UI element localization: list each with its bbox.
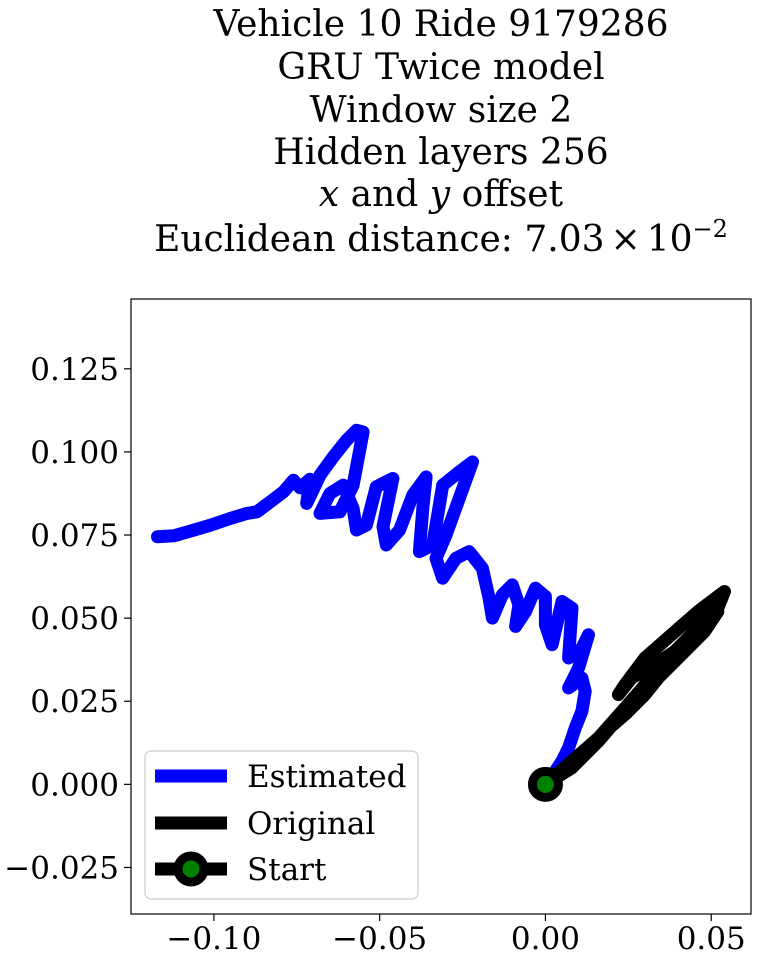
title-distance-base: 10 (647, 219, 693, 260)
x-tick-label: 0.05 (677, 921, 746, 957)
legend-start-label: Start (247, 852, 327, 888)
title-and: and (339, 174, 430, 215)
x-tick-label: 0.00 (511, 921, 580, 957)
legend: Estimated Original Start (144, 750, 419, 900)
title-x-symbol: x (319, 174, 339, 215)
y-tick-label: 0.100 (30, 435, 119, 471)
x-axis: −0.10 −0.05 0.00 0.05 (166, 914, 746, 957)
title-distance-exponent: −2 (693, 215, 728, 243)
y-tick-label: 0.025 (30, 684, 119, 720)
title-line-6: Euclidean distance: 7.03 × 10−2 (154, 215, 728, 260)
title-distance-prefix: Euclidean distance: (154, 219, 524, 260)
x-tick-label: −0.05 (332, 921, 427, 957)
title-distance-mantissa: 7.03 (524, 219, 604, 260)
chart-title: Vehicle 10 Ride 9179286 GRU Twice model … (154, 4, 728, 260)
legend-start-marker (173, 851, 209, 887)
title-offset: offset (450, 174, 563, 215)
y-tick-label: 0.000 (30, 767, 119, 803)
title-line-2: GRU Twice model (277, 47, 604, 88)
legend-original-label: Original (247, 806, 375, 842)
legend-box (144, 750, 419, 900)
axes-frame (130, 298, 752, 915)
title-line-5: x and y offset (319, 174, 564, 215)
series-estimated-line (151, 423, 595, 791)
title-y-symbol: y (428, 174, 451, 215)
plot-area (151, 423, 731, 802)
y-axis: −0.025 0.000 0.025 0.050 0.075 0.100 0.125 (4, 352, 131, 886)
x-tick-label: −0.10 (166, 921, 261, 957)
series-original-line (538, 585, 731, 791)
y-tick-label: 0.075 (30, 518, 119, 554)
title-line-3: Window size 2 (310, 90, 573, 131)
y-tick-label: 0.050 (30, 601, 119, 637)
title-line-1: Vehicle 10 Ride 9179286 (212, 4, 668, 45)
legend-estimated-label: Estimated (247, 759, 406, 795)
title-distance-times: × (611, 219, 641, 260)
start-marker (527, 766, 563, 802)
y-tick-label: 0.125 (30, 352, 119, 388)
title-line-4: Hidden layers 256 (273, 132, 608, 173)
y-tick-label: −0.025 (4, 850, 119, 886)
